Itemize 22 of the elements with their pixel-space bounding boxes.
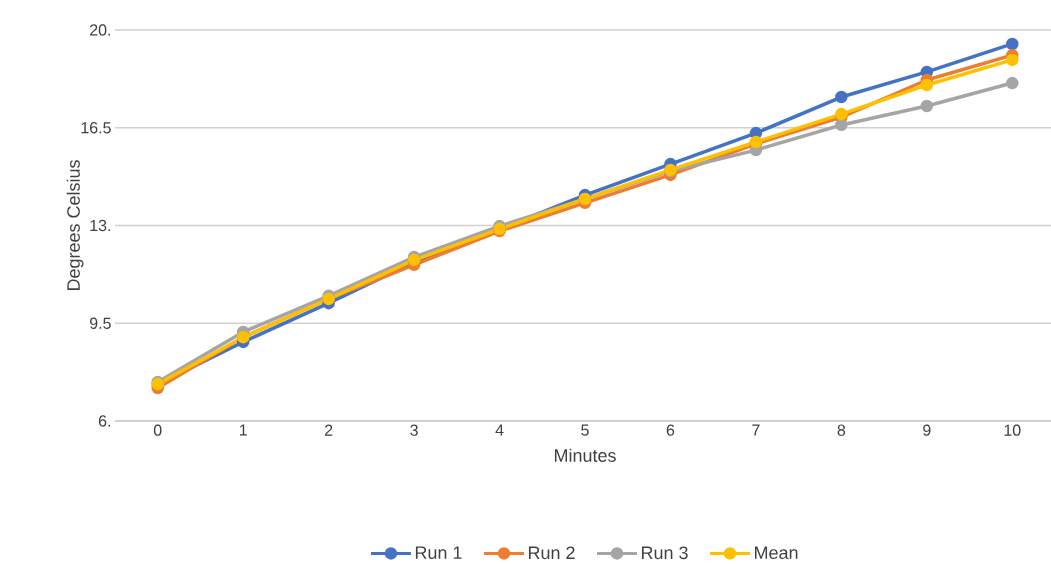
legend-label: Run 3 xyxy=(641,546,688,560)
y-tick-label: 6. xyxy=(98,415,111,427)
y-axis-title: Degrees Celsius xyxy=(66,160,84,291)
y-tick-label: 16.5 xyxy=(81,122,111,134)
x-tick-label: 0 xyxy=(153,424,162,436)
x-tick-label: 7 xyxy=(752,424,760,436)
x-tick-label: 10 xyxy=(1004,424,1021,436)
x-tick-label: 3 xyxy=(410,424,418,436)
x-tick-label: 6 xyxy=(666,424,675,436)
x-tick-label: 9 xyxy=(923,424,931,436)
x-tick-label: 1 xyxy=(239,424,247,436)
y-tick-label: 9.5 xyxy=(89,317,111,329)
x-tick-label: 8 xyxy=(837,424,846,436)
y-tick-label: 13. xyxy=(90,219,111,232)
x-tick-label: 4 xyxy=(495,424,504,436)
x-tick-label: 5 xyxy=(581,424,589,436)
y-tick-label: 20. xyxy=(90,24,111,36)
legend-label: Mean xyxy=(755,546,798,560)
x-axis-title: Minutes xyxy=(554,448,616,462)
x-tick-label: 2 xyxy=(325,424,333,436)
legend-label: Run 1 xyxy=(415,546,462,560)
legend-label: Run 2 xyxy=(528,546,575,560)
